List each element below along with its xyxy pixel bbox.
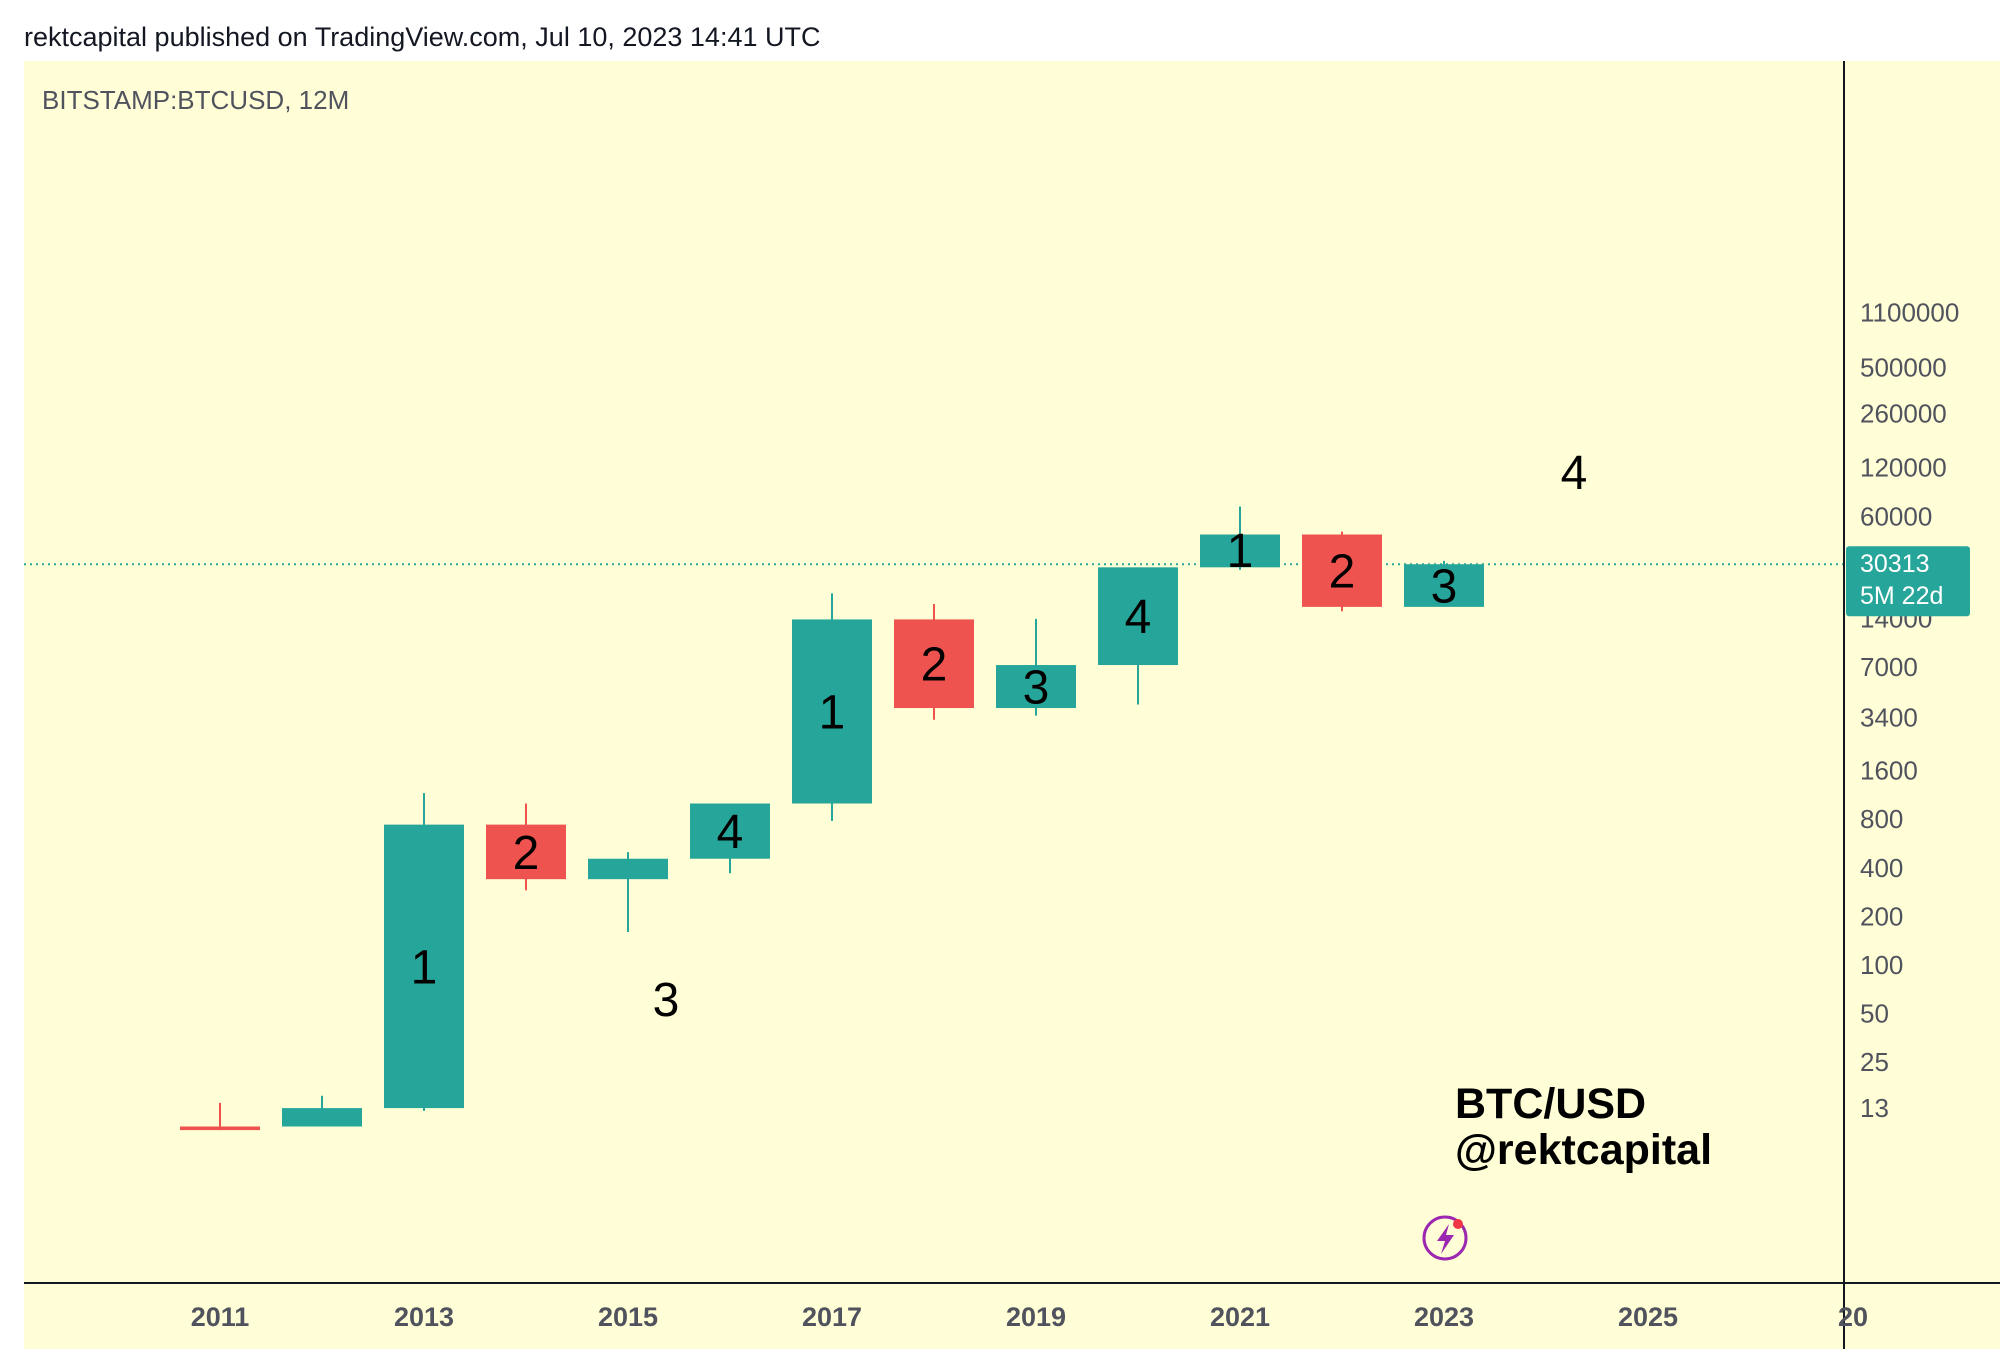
- y-tick-label: 25: [1860, 1047, 1889, 1077]
- candlestick-chart[interactable]: 1 2 3 4 1 2 3 4 1 2 3 4 1100000 500000 260000 120000 60…: [24, 61, 2000, 1349]
- watermark: BTC/USD @rektcapital: [1455, 1081, 1712, 1173]
- candle-body: [1098, 567, 1178, 666]
- candle-body: [486, 824, 566, 880]
- candle-body: [180, 1126, 260, 1131]
- candle-count-label: 1: [819, 686, 846, 739]
- candle-count-label: 1: [411, 941, 438, 994]
- x-tick-label: 2025: [1618, 1302, 1678, 1332]
- x-tick-label: 2021: [1210, 1302, 1270, 1332]
- candle-2017[interactable]: [792, 593, 872, 821]
- candle-2019[interactable]: [996, 618, 1076, 716]
- x-tick-label: 20: [1838, 1302, 1868, 1332]
- y-tick-label: 500000: [1860, 353, 1947, 383]
- y-tick-label: 400: [1860, 853, 1903, 883]
- x-tick-label: 2019: [1006, 1302, 1066, 1332]
- publisher-header: rektcapital published on TradingView.com…: [24, 22, 821, 52]
- candle-count-label: 2: [513, 827, 540, 880]
- candle-count-label: 2: [921, 639, 948, 692]
- candle-2022[interactable]: [1302, 531, 1382, 612]
- candle-count-label: 3: [653, 974, 680, 1027]
- candle-body: [1404, 564, 1484, 607]
- candle-2021[interactable]: [1200, 506, 1280, 570]
- x-tick-label: 2011: [191, 1302, 250, 1332]
- candle-body: [690, 803, 770, 859]
- watermark-pair: BTC/USD: [1455, 1080, 1647, 1128]
- y-tick-label: 1100000: [1860, 297, 1959, 327]
- y-tick-label: 260000: [1860, 398, 1947, 428]
- y-tick-label: 13: [1860, 1093, 1889, 1123]
- y-tick-label: 100: [1860, 950, 1903, 980]
- annotation-label: 4: [1561, 447, 1588, 500]
- watermark-author: @rektcapital: [1455, 1126, 1713, 1174]
- candle-2013[interactable]: [384, 793, 464, 1111]
- y-tick-label: 7000: [1860, 652, 1918, 682]
- current-price-tag: 30313 5M 22d: [1846, 546, 1970, 617]
- y-tick-label: 800: [1860, 804, 1903, 834]
- x-tick-label: 2017: [802, 1302, 862, 1332]
- candle-count-label: 4: [1125, 591, 1152, 644]
- candle-2018[interactable]: [894, 603, 974, 720]
- candle-2012[interactable]: [282, 1095, 362, 1127]
- candle-2020[interactable]: [1098, 567, 1178, 705]
- x-tick-label: 2013: [394, 1302, 454, 1332]
- candle-count-label: 3: [1431, 561, 1458, 614]
- candle-2023[interactable]: [1404, 560, 1484, 607]
- candle-body: [384, 824, 464, 1109]
- candle-count-label: 4: [717, 806, 744, 859]
- candle-2011[interactable]: [180, 1102, 260, 1131]
- chart-panel[interactable]: 1 2 3 4 1 2 3 4 1 2 3 4 1100000 500000 260000 120000 60…: [24, 61, 2000, 1349]
- candle-count-label: 2: [1329, 546, 1356, 599]
- y-tick-label: 3400: [1860, 703, 1918, 733]
- x-tick-label: 2015: [598, 1302, 658, 1332]
- lightning-icon[interactable]: [1422, 1215, 1468, 1261]
- candle-countdown: 5M 22d: [1860, 582, 1943, 610]
- candle-body: [792, 619, 872, 804]
- y-tick-label: 120000: [1860, 453, 1947, 483]
- candle-2016[interactable]: [690, 803, 770, 874]
- candle-2015[interactable]: [588, 852, 668, 933]
- candle-body: [996, 665, 1076, 709]
- y-tick-label: 1600: [1860, 756, 1918, 786]
- current-price-value: 30313: [1860, 550, 1930, 578]
- symbol-label: BITSTAMP:BTCUSD, 12M: [42, 85, 350, 115]
- y-tick-label: 50: [1860, 999, 1889, 1029]
- candle-body: [1200, 534, 1280, 568]
- y-tick-label: 200: [1860, 901, 1903, 931]
- y-tick-label: 60000: [1860, 501, 1932, 531]
- candle-body: [1302, 534, 1382, 607]
- candle-2014[interactable]: [486, 803, 566, 891]
- candle-body: [282, 1108, 362, 1127]
- candle-body: [894, 619, 974, 709]
- candle-count-label: 1: [1227, 525, 1254, 578]
- candle-body: [588, 858, 668, 880]
- x-tick-label: 2023: [1414, 1302, 1474, 1332]
- candle-count-label: 3: [1023, 662, 1050, 715]
